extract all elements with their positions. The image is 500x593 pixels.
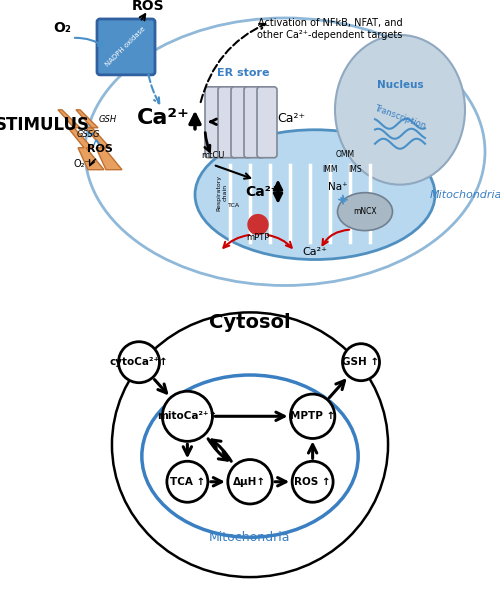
Ellipse shape — [195, 130, 435, 260]
Text: ER store: ER store — [217, 68, 269, 78]
Text: other Ca²⁺-dependent targets: other Ca²⁺-dependent targets — [258, 30, 402, 40]
FancyBboxPatch shape — [244, 87, 264, 158]
FancyBboxPatch shape — [257, 87, 277, 158]
Text: mitoCa²⁺↑: mitoCa²⁺↑ — [158, 412, 218, 421]
Text: Respiratory
chain: Respiratory chain — [216, 174, 228, 211]
Ellipse shape — [142, 375, 358, 537]
Polygon shape — [76, 110, 122, 170]
FancyBboxPatch shape — [205, 87, 225, 158]
FancyBboxPatch shape — [97, 19, 155, 75]
Text: O₂⁻: O₂⁻ — [74, 159, 90, 168]
Circle shape — [162, 391, 212, 441]
Circle shape — [292, 461, 333, 502]
Text: OMM: OMM — [336, 149, 354, 159]
Ellipse shape — [335, 35, 465, 184]
Text: Activation of NFkB, NFAT, and: Activation of NFkB, NFAT, and — [258, 18, 402, 28]
Circle shape — [342, 344, 380, 381]
Circle shape — [248, 215, 268, 235]
Text: Ca²⁺: Ca²⁺ — [246, 184, 278, 199]
FancyBboxPatch shape — [231, 87, 251, 158]
Circle shape — [118, 342, 160, 382]
Text: ROS ↑: ROS ↑ — [294, 477, 331, 487]
Text: ΔμH↑: ΔμH↑ — [234, 477, 266, 487]
Circle shape — [167, 461, 208, 502]
Text: GSH ↑: GSH ↑ — [342, 357, 380, 367]
Text: Nucleus: Nucleus — [376, 80, 424, 90]
Ellipse shape — [85, 18, 485, 285]
Text: STIMULUS: STIMULUS — [0, 116, 90, 134]
Polygon shape — [58, 110, 104, 170]
Text: mNCX: mNCX — [353, 207, 377, 216]
Circle shape — [228, 460, 272, 504]
Text: Cytosol: Cytosol — [209, 313, 291, 332]
Text: Ca²⁺: Ca²⁺ — [302, 247, 328, 257]
Text: Mitochondria: Mitochondria — [209, 531, 291, 544]
Text: Mitochondria: Mitochondria — [430, 190, 500, 200]
Ellipse shape — [338, 193, 392, 231]
Text: Na⁺: Na⁺ — [328, 181, 348, 192]
Text: IMS: IMS — [348, 165, 362, 174]
Ellipse shape — [112, 313, 388, 577]
Text: Ca²⁺: Ca²⁺ — [136, 108, 190, 127]
Text: GSSG: GSSG — [76, 130, 100, 139]
Text: IMM: IMM — [322, 165, 338, 174]
Text: Transcription: Transcription — [373, 103, 427, 130]
Text: O₂: O₂ — [53, 21, 71, 35]
Text: TCA: TCA — [228, 203, 240, 208]
Text: mtCU: mtCU — [202, 151, 224, 160]
Text: MPTP ↑: MPTP ↑ — [290, 412, 335, 421]
Text: TCA ↑: TCA ↑ — [170, 477, 205, 487]
Text: Ca²⁺: Ca²⁺ — [277, 112, 305, 125]
Text: ROS: ROS — [87, 144, 113, 154]
Text: GSH: GSH — [99, 115, 117, 124]
FancyBboxPatch shape — [218, 87, 238, 158]
Text: ROS: ROS — [132, 0, 164, 13]
Text: cytoCa²⁺↑: cytoCa²⁺↑ — [110, 357, 168, 367]
Circle shape — [290, 394, 335, 438]
Text: NADPH oxidase: NADPH oxidase — [105, 26, 147, 68]
Text: mPTP: mPTP — [246, 232, 270, 241]
